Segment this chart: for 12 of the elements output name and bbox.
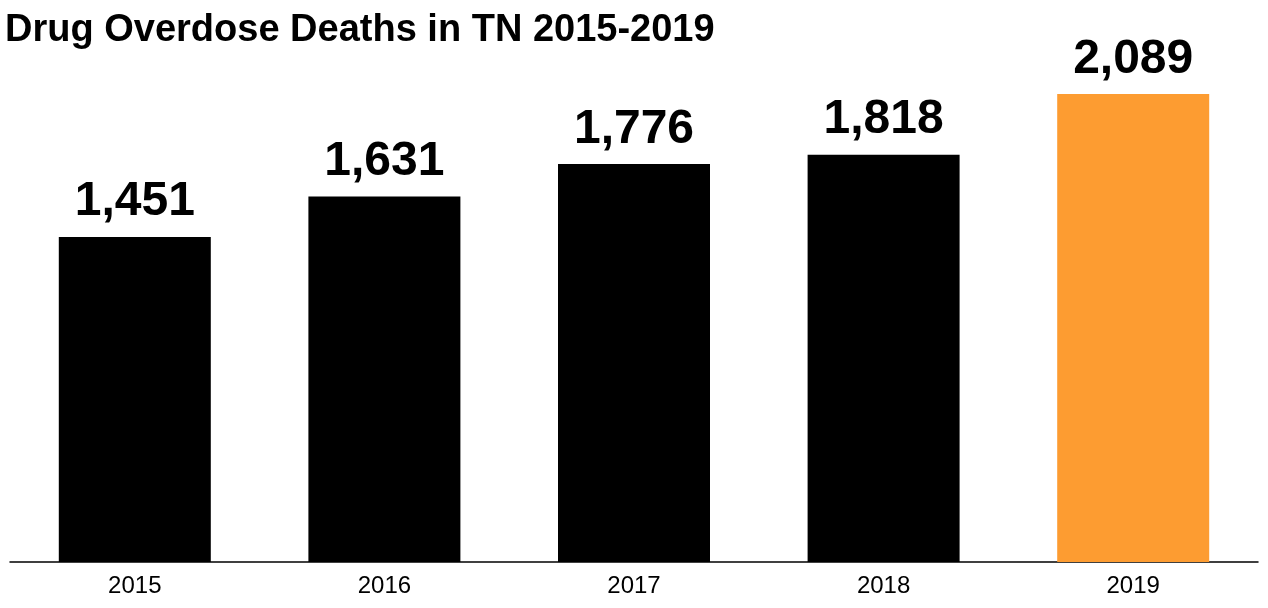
x-tick-label: 2016 [357, 570, 412, 598]
x-tick-label: 2017 [607, 570, 661, 598]
data-label: 1,631 [324, 132, 445, 186]
data-label: 2,089 [1073, 29, 1194, 83]
data-label: 1,451 [74, 172, 195, 226]
data-label: 1,776 [573, 99, 695, 153]
chart-title: Drug Overdose Deaths in TN 2015-2019 [5, 7, 715, 49]
x-tick-label: 2018 [856, 570, 911, 598]
x-tick-label: 2019 [1106, 570, 1160, 598]
bar [1057, 94, 1210, 562]
x-tick-label: 2015 [108, 570, 162, 598]
data-label: 1,818 [823, 90, 944, 144]
